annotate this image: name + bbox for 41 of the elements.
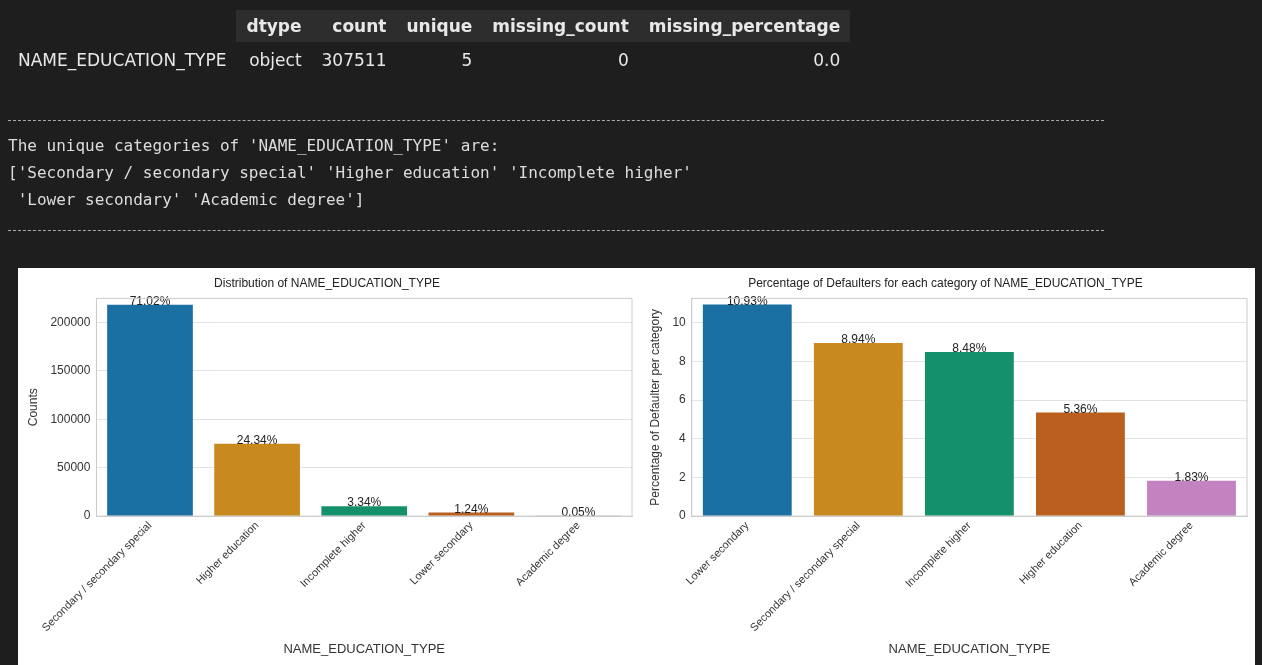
text: object	[248, 49, 303, 72]
text: 5	[460, 49, 474, 72]
annotation: 0.05%	[561, 505, 596, 520]
text: missing_percentage	[638, 10, 851, 42]
text: NAME_EDUCATION_TYPE	[17, 49, 228, 73]
text: unique	[396, 10, 483, 42]
chart-title: Percentage of Defaulters for each category of NAME_EDUCATION_TYPE	[748, 275, 1143, 290]
annotation: 3.34%	[347, 495, 382, 510]
text: 0.0	[812, 49, 842, 72]
annotation: 71.02%	[129, 294, 171, 309]
y-tick-label: 150000	[50, 363, 91, 378]
data-label: 1.83%	[1174, 470, 1209, 485]
text: 'Lower secondary' 'Academic degree']	[16, 190, 365, 209]
text: 0	[616, 49, 630, 72]
chart-title: Distribution of NAME_EDUCATION_TYPE	[214, 275, 440, 290]
data-label: 5.36%	[1063, 401, 1098, 416]
x-axis-title: NAME_EDUCATION_TYPE	[283, 640, 446, 656]
annotation: 24.34%	[236, 433, 278, 448]
text: count	[311, 10, 397, 42]
annotation: 1.24%	[454, 501, 489, 516]
y-tick-label: 200000	[50, 314, 91, 329]
text: The unique categories of 'NAME_EDUCATION_TYPE' are:	[8, 136, 500, 155]
data-label: 10.93%	[726, 293, 768, 308]
x-axis-title: NAME_EDUCATION_TYPE	[888, 640, 1051, 656]
y-axis-title: Percentage of Defaulter per category	[647, 308, 662, 506]
y-tick-label: 50000	[57, 460, 91, 475]
y-tick-label: 6	[679, 392, 687, 407]
text: 307511	[320, 49, 388, 72]
y-tick-label: 0	[679, 508, 687, 523]
data-label: 8.48%	[952, 341, 987, 356]
y-tick-label: 10	[672, 314, 687, 329]
text: missing_count	[482, 10, 639, 42]
y-tick-label: 8	[679, 353, 687, 368]
y-tick-label: 2	[679, 469, 687, 484]
y-tick-label: 100000	[50, 411, 91, 426]
text: ['Secondary / secondary special' 'Higher education' 'Incomplete higher'	[8, 163, 692, 182]
y-tick-label: 0	[83, 508, 91, 523]
text: dtype	[236, 10, 312, 42]
data-label: 8.94%	[841, 332, 876, 347]
y-tick-label: 4	[679, 431, 687, 446]
y-axis-title: Counts	[25, 388, 40, 427]
